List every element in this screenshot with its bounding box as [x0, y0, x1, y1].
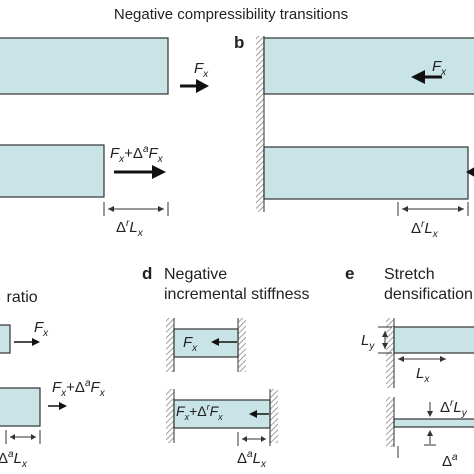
panel-e-ly-label: Ly: [361, 332, 375, 352]
panel-d-wall-left-bottom: [166, 389, 174, 443]
panel-e-wall-bottom: [386, 397, 394, 447]
panel-e-title-line1: Stretch: [384, 266, 435, 283]
panel-c-delta-label: ΔaLx: [0, 449, 28, 470]
panel-a-delta-label: ΔrLx: [116, 218, 144, 239]
panel-d-delta-label: ΔaLx: [237, 449, 267, 470]
panel-d-force2-arrow: [249, 410, 269, 418]
panel-c-force-label: Fx: [34, 319, 49, 339]
panel-e-bar-transformed: [393, 418, 474, 428]
panel-b-bar-transformed: [263, 146, 469, 200]
panel-d: d Negative incremental stiffness Fx Fx+Δ…: [142, 264, 310, 470]
panel-b: b Fx ΔrLx: [234, 33, 474, 240]
panel-e-title-line2: densification: [384, 286, 473, 303]
panel-e-ly-dimension: [378, 326, 392, 354]
panel-b-letter: b: [234, 33, 244, 52]
panel-b-wall: [256, 36, 264, 212]
panel-d-letter: d: [142, 264, 152, 283]
panel-b-delta-label: ΔrLx: [411, 219, 439, 240]
panel-d-delta-dimension: [237, 432, 271, 446]
panel-a: Fx Fx+ΔaFx ΔrLx: [0, 37, 209, 239]
panel-c-force2-label: Fx+ΔaFx: [52, 378, 106, 399]
panel-b-force2-arrow: [466, 167, 474, 177]
panel-d-bar-initial: [173, 328, 239, 358]
panel-c-bar-transformed: [0, 387, 41, 427]
panel-c: •ratio Fx Fx+ΔaFx ΔaLx: [0, 289, 106, 470]
panel-d-wall-right-bottom: [270, 389, 278, 443]
panel-d-force-arrow: [211, 338, 237, 346]
panel-a-force2-arrow: [114, 165, 166, 179]
panel-e-letter: e: [345, 264, 354, 283]
panel-c-force-arrow: [14, 338, 40, 346]
panel-c-force2-arrow: [48, 402, 67, 410]
panel-b-bar-initial: [263, 37, 474, 95]
panel-a-bar-initial: [0, 37, 169, 95]
panel-e-lx-dimension: [398, 356, 446, 362]
panel-a-force-label: Fx: [194, 60, 209, 80]
panel-a-delta-dimension: [103, 202, 169, 216]
panel-b-delta-dimension: [397, 202, 469, 216]
panel-d-wall-left-top: [166, 318, 174, 372]
panel-a-bar-transformed: [0, 144, 105, 198]
panel-a-force2-label: Fx+ΔaFx: [110, 144, 164, 165]
panel-b-force-arrow: [411, 70, 442, 84]
panel-e-lx-label: Lx: [416, 365, 430, 385]
panel-e-dly-label: ΔrLy: [440, 398, 468, 419]
panel-e-dlx-label: Δa: [442, 452, 458, 470]
panel-c-bar-initial: [0, 324, 11, 354]
panel-d-force2-label: Fx+ΔrFx: [176, 402, 223, 422]
figure-title: Negative compressibility transitions: [114, 6, 348, 23]
panel-b-force-label: Fx: [432, 58, 447, 78]
panel-c-title: •ratio: [0, 289, 38, 306]
panel-a-force-arrow: [180, 79, 209, 93]
panel-d-force-label: Fx: [183, 334, 198, 354]
panel-c-delta-dimension: [5, 430, 41, 444]
panel-d-title-line2: incremental stiffness: [164, 286, 310, 303]
panel-d-title-line1: Negative: [164, 266, 227, 283]
panel-e-dly-dimension: [424, 402, 436, 446]
panel-e-bar-initial: [393, 326, 474, 354]
panel-e: e Stretch densification Ly Lx: [345, 264, 474, 470]
panel-d-wall-right-top: [238, 318, 246, 372]
